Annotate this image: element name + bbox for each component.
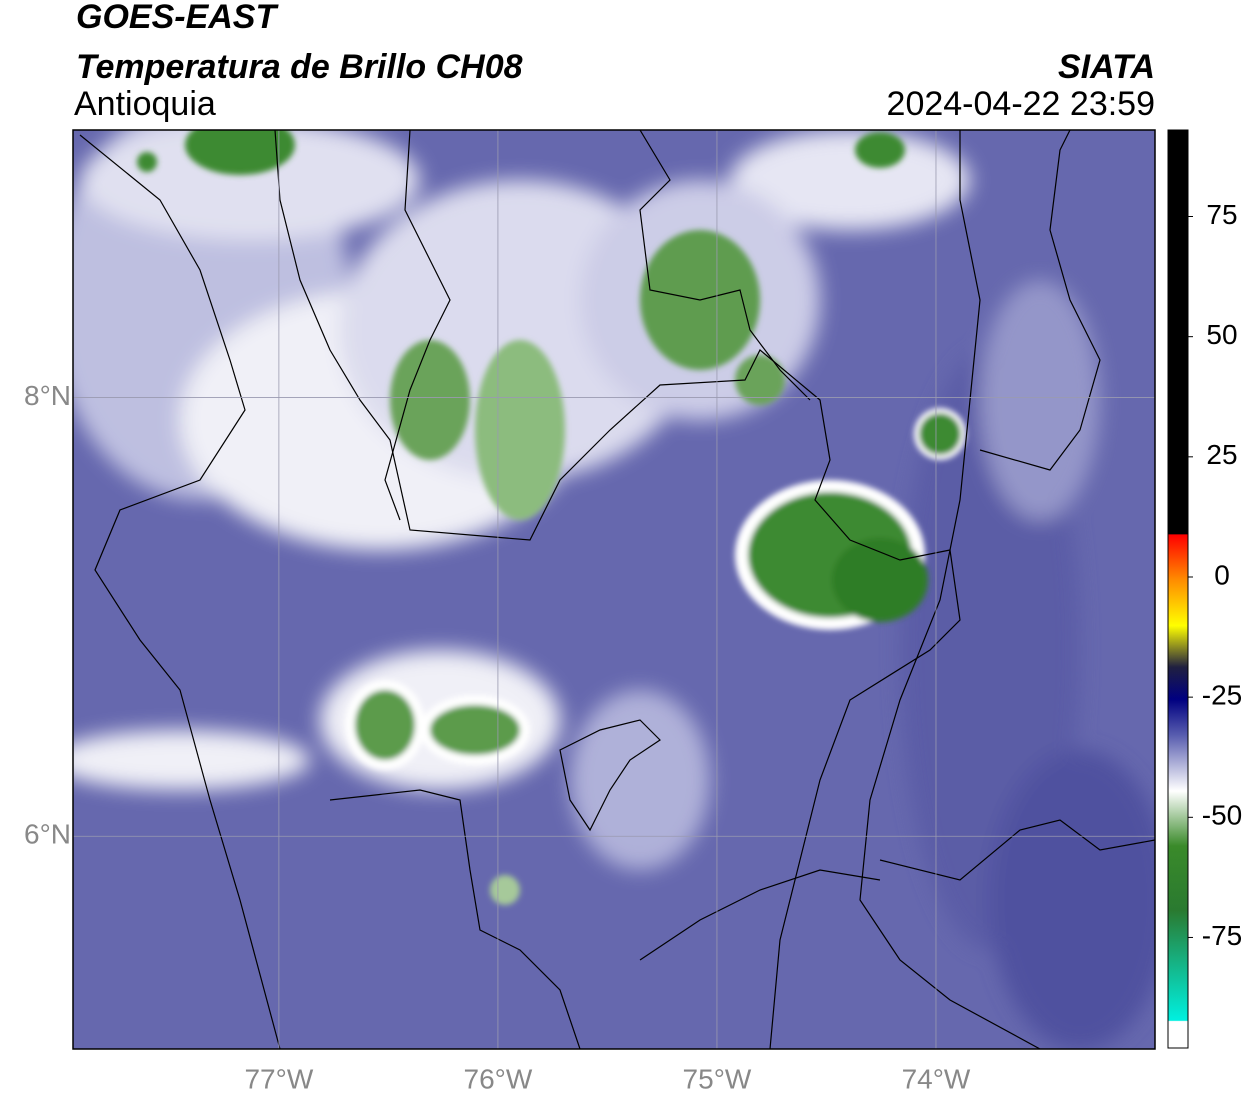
colorbar-tick-label: -50 xyxy=(1202,800,1242,831)
x-tick-label: 74°W xyxy=(902,1063,971,1094)
x-tick-label: 77°W xyxy=(244,1063,313,1094)
x-tick-label: 76°W xyxy=(464,1063,533,1094)
colorbar-tick-label: 25 xyxy=(1206,439,1237,470)
colorbar xyxy=(1167,129,1189,1049)
subtitle: Temperatura de Brillo CH08 xyxy=(76,48,523,86)
colorbar-tick-label: 0 xyxy=(1214,559,1230,590)
colorbar-tick-label: 75 xyxy=(1206,199,1237,230)
datetime: 2024-04-22 23:59 xyxy=(887,85,1155,123)
colorbar-tick-label: -75 xyxy=(1202,920,1242,951)
map-field xyxy=(73,130,1155,1049)
colorbar-tick-label: 50 xyxy=(1206,319,1237,350)
region: Antioquia xyxy=(74,85,216,123)
colorbar-tick-label: -25 xyxy=(1202,680,1242,711)
y-tick-label: 8°N xyxy=(24,380,71,411)
y-tick-label: 6°N xyxy=(24,819,71,850)
map-frame xyxy=(72,129,1156,1050)
x-tick-label: 75°W xyxy=(683,1063,752,1094)
source: SIATA xyxy=(1058,48,1155,86)
title: GOES-EAST xyxy=(76,0,279,36)
